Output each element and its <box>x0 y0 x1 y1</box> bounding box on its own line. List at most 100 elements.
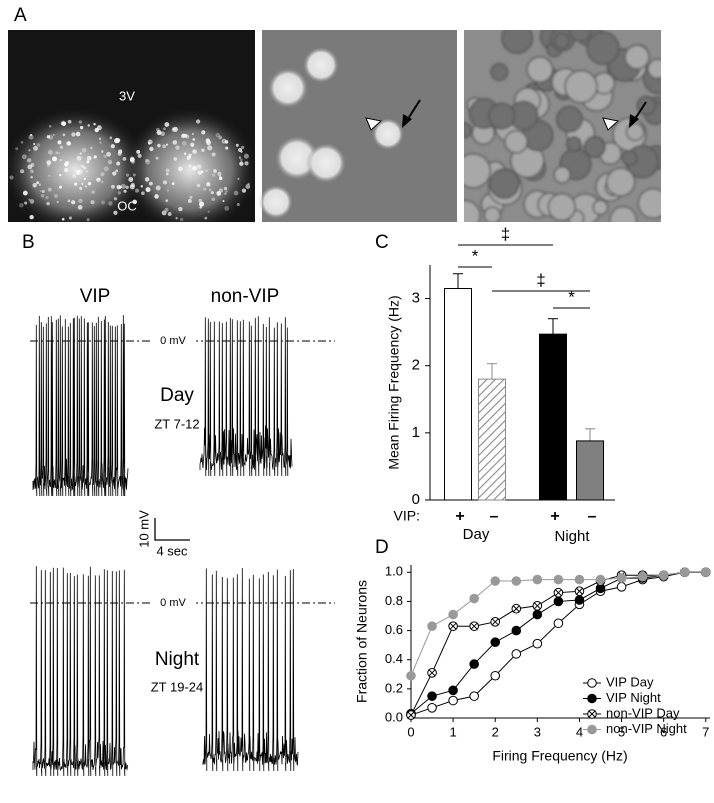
marker-shape <box>448 695 458 706</box>
cell-dot <box>87 124 90 127</box>
marker <box>448 609 458 620</box>
cell-outline <box>624 44 650 70</box>
cell-dot <box>162 180 168 185</box>
legend-label: VIP Night <box>606 690 661 705</box>
cell-dot <box>29 199 35 204</box>
cell-dot <box>129 184 135 190</box>
marker-shape <box>616 573 627 583</box>
cell-dot <box>243 153 249 159</box>
cell-dot <box>204 216 208 220</box>
cell-dot <box>90 146 93 150</box>
marker <box>469 659 479 669</box>
cell-outline <box>564 69 598 104</box>
cell-dot <box>211 197 216 202</box>
cell-dot <box>45 195 49 200</box>
marker-shape <box>574 574 585 585</box>
cell-dot <box>140 185 143 188</box>
cell-dot <box>85 170 88 173</box>
cell-dot <box>239 161 244 166</box>
cell-dot <box>90 200 95 205</box>
cell-dot <box>217 171 222 176</box>
cell-dot <box>175 145 180 150</box>
cell-dot <box>47 187 52 192</box>
marker <box>553 574 564 585</box>
marker-shape <box>553 574 564 585</box>
cell-dot <box>110 144 115 149</box>
cell-dot <box>61 217 65 221</box>
cell-dot <box>33 142 36 146</box>
cell-dot <box>200 170 204 173</box>
cell-dot <box>79 125 84 130</box>
cell-outline <box>547 192 576 222</box>
significance-label: ‡ <box>536 270 545 289</box>
marker <box>616 573 627 583</box>
cell-outline <box>553 32 570 49</box>
scale-bar <box>154 518 190 541</box>
marker-cross <box>428 669 436 677</box>
cell-dot <box>48 174 51 177</box>
cell-dot <box>62 133 66 137</box>
marker <box>595 574 606 585</box>
cell-outline <box>483 206 502 222</box>
significance-label: * <box>472 246 479 265</box>
cell-dot <box>183 152 187 155</box>
cell-dot <box>28 134 34 140</box>
category-label: – <box>490 508 499 525</box>
y-tick-label: 0.6 <box>385 622 403 637</box>
y-tick-label: 2 <box>412 357 420 374</box>
marker-shape <box>553 596 564 607</box>
cell-dot <box>59 145 64 149</box>
marker <box>406 710 416 720</box>
cell-dot <box>93 122 96 126</box>
marker-shape <box>490 637 501 648</box>
cell-dot <box>192 165 198 171</box>
cell-dot <box>211 152 216 157</box>
cell-dot <box>205 138 211 143</box>
cell-dot <box>46 201 50 206</box>
cell-dot <box>87 181 92 186</box>
cell-dot <box>24 201 28 205</box>
marker-cross <box>512 605 520 613</box>
cell-dot <box>164 122 170 127</box>
cell-dot <box>224 205 230 211</box>
cell-dot <box>103 154 107 158</box>
cell-dot <box>101 200 105 205</box>
cell-dot <box>223 186 228 191</box>
condition-label: Night <box>155 649 200 670</box>
cell-dot <box>84 185 88 188</box>
cell-outline <box>621 150 638 167</box>
bar <box>444 288 472 501</box>
cell-dot <box>188 164 192 168</box>
micrograph-3 <box>464 30 661 222</box>
cell-dot <box>30 162 35 167</box>
cell-dot <box>245 184 251 189</box>
cell-dot <box>222 200 225 203</box>
cell-dot <box>224 140 229 144</box>
marker-cross <box>576 587 583 595</box>
cell-dot <box>100 150 104 153</box>
cell-dot <box>172 126 178 132</box>
cell-dot <box>30 175 33 179</box>
marker <box>553 587 564 598</box>
cell-outline <box>488 102 516 130</box>
marker <box>616 582 627 592</box>
cell-dot <box>93 155 97 159</box>
marker-shape <box>427 703 437 713</box>
marker <box>469 621 479 632</box>
cell-dot <box>238 156 242 159</box>
group-label: Day <box>463 526 490 543</box>
marker <box>574 574 585 585</box>
cell-outline <box>583 136 606 158</box>
cell-dot <box>241 188 247 193</box>
legend-label: non-VIP Night <box>606 721 687 736</box>
cell-dot <box>191 132 194 135</box>
marker <box>511 649 522 659</box>
cell-dot <box>205 169 209 172</box>
panel-label: A <box>14 5 27 26</box>
y-tick-label: 0.2 <box>385 680 403 695</box>
cell-dot <box>91 190 95 194</box>
cell-dot <box>67 199 71 203</box>
cell-dot <box>103 166 109 172</box>
x-tick-label: 4 <box>576 724 583 739</box>
cell-dot <box>32 182 37 188</box>
